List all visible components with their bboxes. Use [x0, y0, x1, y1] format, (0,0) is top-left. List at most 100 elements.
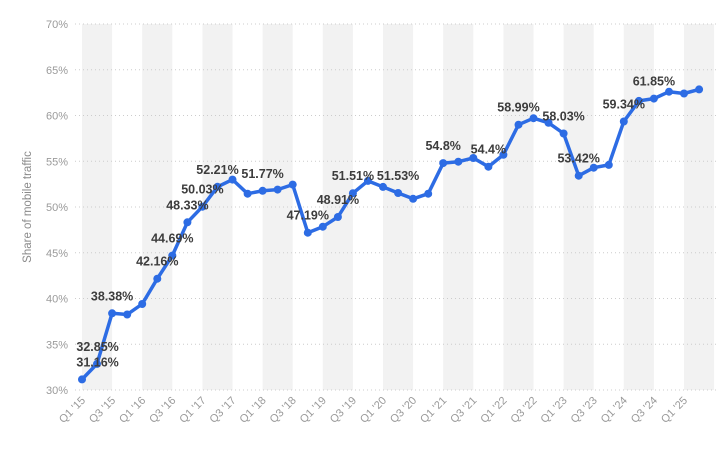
data-point-marker[interactable] [123, 310, 132, 319]
data-point-marker[interactable] [379, 182, 387, 191]
y-tick-label: 70% [46, 19, 68, 31]
data-point-label: 44.69% [151, 232, 193, 246]
data-point-marker[interactable] [695, 85, 704, 94]
data-point-label: 32.85% [76, 340, 118, 354]
data-point-marker[interactable] [138, 300, 147, 308]
data-point-marker[interactable] [454, 157, 463, 166]
data-point-label: 59.34% [603, 98, 645, 112]
data-point-marker[interactable] [529, 114, 538, 123]
data-point-marker[interactable] [544, 118, 553, 127]
x-tick-label: Q3 '16 [147, 395, 178, 426]
x-tick-label: Q3 '17 [207, 395, 238, 426]
data-point-label: 51.53% [377, 169, 419, 183]
x-tick-label: Q1 '23 [539, 395, 570, 426]
data-point-marker[interactable] [469, 154, 478, 162]
data-point-marker[interactable] [228, 175, 237, 184]
data-point-marker[interactable] [78, 375, 86, 384]
y-tick-label: 30% [46, 385, 68, 397]
data-point-label: 54.4% [471, 143, 506, 157]
y-tick-label: 35% [46, 339, 68, 351]
x-tick-label: Q1 '25 [659, 395, 690, 426]
data-point-marker[interactable] [619, 117, 628, 126]
data-point-marker[interactable] [93, 359, 101, 368]
data-point-marker[interactable] [153, 274, 162, 283]
data-point-label: 52.21% [196, 163, 238, 177]
data-point-label: 58.99% [497, 101, 539, 115]
data-point-marker[interactable] [665, 87, 673, 96]
data-point-marker[interactable] [318, 222, 327, 231]
data-point-marker[interactable] [108, 309, 117, 318]
x-tick-label: Q3 '24 [629, 395, 660, 426]
data-point-marker[interactable] [333, 213, 342, 221]
data-point-marker[interactable] [303, 228, 312, 237]
x-tick-label: Q3 '15 [87, 395, 118, 426]
background-stripe [383, 24, 414, 390]
y-tick-label: 60% [46, 111, 68, 123]
y-tick-label: 40% [46, 294, 68, 306]
data-point-label: 51.51% [332, 169, 374, 183]
y-tick-label: 50% [46, 202, 68, 214]
data-point-label: 47.19% [287, 209, 329, 223]
data-point-marker[interactable] [649, 94, 658, 103]
x-tick-label: Q3 '20 [388, 395, 419, 426]
data-point-label: 42.16% [136, 255, 178, 269]
data-point-marker[interactable] [634, 96, 643, 105]
x-tick-label: Q3 '19 [328, 395, 359, 426]
data-point-marker[interactable] [559, 129, 568, 138]
data-point-marker[interactable] [273, 185, 282, 194]
data-point-label: 48.33% [166, 198, 208, 212]
data-point-labels: 31.16%32.85% 38.38% 42.16% 44.69% 48.33%50.0… [76, 75, 675, 370]
background-stripe [443, 24, 474, 390]
data-point-label: 38.38% [91, 289, 133, 303]
x-tick-label: Q1 '22 [478, 395, 509, 426]
data-point-marker[interactable] [243, 189, 252, 198]
data-point-marker[interactable] [363, 176, 372, 185]
data-point-marker[interactable] [604, 160, 613, 169]
data-point-label: 31.16% [76, 355, 118, 369]
data-point-marker[interactable] [514, 120, 523, 129]
data-point-marker[interactable] [439, 159, 448, 168]
data-point-marker[interactable] [499, 150, 508, 159]
background-stripe [563, 24, 594, 390]
y-tick-label: 65% [46, 65, 68, 77]
background-stripe [503, 24, 534, 390]
x-tick-label: Q1 '20 [358, 395, 389, 426]
data-point-label: 53.42% [557, 152, 599, 166]
data-point-marker[interactable] [183, 218, 192, 227]
data-point-marker[interactable] [213, 182, 222, 191]
series-markers [78, 85, 704, 384]
x-tick-label: Q1 '18 [238, 395, 269, 426]
x-tick-label: Q1 '17 [177, 395, 208, 426]
x-tick-label: Q1 '16 [117, 395, 148, 426]
y-axis-title: Share of mobile traffic [22, 151, 34, 263]
x-tick-label: Q3 '23 [569, 395, 600, 426]
data-point-label: 61.85% [633, 75, 675, 89]
data-point-marker[interactable] [484, 162, 493, 171]
data-point-label: 50.03% [181, 183, 223, 197]
x-tick-label: Q1 '15 [57, 395, 88, 426]
data-point-marker[interactable] [348, 189, 357, 198]
x-tick-label: Q1 '19 [298, 395, 329, 426]
data-point-marker[interactable] [168, 251, 177, 260]
data-point-label: 54.8% [425, 139, 460, 153]
data-point-marker[interactable] [394, 189, 403, 197]
background-stripe [623, 24, 654, 390]
data-point-label: 51.77% [241, 167, 283, 181]
data-point-marker[interactable] [574, 171, 583, 180]
data-point-marker[interactable] [258, 186, 267, 195]
data-point-marker[interactable] [424, 189, 433, 198]
x-tick-label: Q3 '22 [508, 395, 539, 426]
data-point-marker[interactable] [198, 202, 207, 211]
data-point-marker[interactable] [680, 89, 688, 98]
data-point-marker[interactable] [409, 194, 418, 203]
y-tick-label: 55% [46, 156, 68, 168]
x-tick-label: Q3 '18 [268, 395, 299, 426]
data-point-marker[interactable] [589, 163, 598, 172]
data-point-label: 58.03% [542, 110, 584, 124]
y-tick-label: 45% [46, 248, 68, 260]
horizontal-gridlines [75, 23, 716, 391]
data-point-marker[interactable] [288, 180, 297, 189]
